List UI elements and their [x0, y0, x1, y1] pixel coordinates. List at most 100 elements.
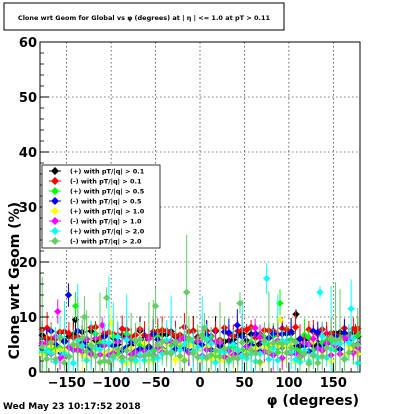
data-point: [287, 329, 295, 337]
data-point: [340, 334, 349, 343]
data-point: [64, 291, 73, 299]
data-point: [60, 359, 69, 367]
y-tick-label: 10: [19, 311, 37, 326]
data-point: [154, 341, 162, 349]
data-point: [158, 337, 166, 346]
data-point: [207, 351, 215, 359]
data-point: [256, 333, 264, 341]
data-point: [269, 339, 277, 347]
data-point: [234, 355, 242, 363]
data-point: [278, 340, 286, 348]
data-point: [38, 343, 46, 351]
data-point: [331, 336, 340, 344]
data-point: [123, 347, 131, 355]
data-point: [43, 355, 51, 363]
data-series: [38, 234, 362, 372]
data-point: [287, 344, 295, 352]
legend-marker: [51, 187, 59, 195]
data-point: [171, 338, 180, 346]
legend: (+) with pT/|q| > 0.1(-) with pT/|q| > 0…: [49, 167, 145, 247]
data-point: [247, 346, 255, 354]
data-point: [114, 345, 122, 353]
data-point: [340, 355, 349, 364]
data-point: [136, 335, 144, 343]
data-point: [167, 349, 175, 358]
data-point: [291, 323, 300, 331]
legend-entry: (+) with pT/|q| > 0.5: [70, 188, 145, 197]
data-point: [83, 347, 91, 355]
data-point: [114, 333, 122, 341]
y-tick-label: 40: [19, 146, 37, 161]
data-point: [65, 329, 73, 337]
legend-entry: (+) with pT/|q| > 1.0: [70, 208, 145, 217]
data-point: [118, 354, 126, 362]
x-tick-label: 100: [275, 376, 302, 391]
series-8: [38, 234, 362, 372]
data-point: [243, 326, 251, 334]
legend-marker: [51, 237, 59, 245]
data-point: [251, 324, 259, 332]
data-point: [229, 341, 237, 349]
data-point: [220, 345, 229, 353]
data-point: [198, 353, 206, 361]
data-point: [183, 288, 191, 296]
data-point: [314, 359, 322, 367]
data-point: [176, 352, 184, 360]
data-point: [180, 356, 189, 365]
data-point: [211, 358, 220, 366]
legend-entry: (-) with pT/|q| > 1.0: [70, 218, 142, 227]
data-point: [171, 355, 180, 364]
data-point: [263, 274, 271, 283]
data-point: [283, 349, 291, 357]
x-tick-label: 50: [235, 376, 253, 391]
chart-title: Clone wrt Geom for Global vs φ (degrees)…: [18, 14, 271, 23]
data-point: [80, 313, 89, 321]
data-point: [225, 329, 233, 337]
legend-box: [41, 164, 161, 249]
legend-marker: [51, 167, 59, 175]
data-point: [340, 329, 349, 337]
data-point: [345, 349, 353, 357]
data-point: [233, 321, 241, 329]
y-axis-label: Clone wrt Geom (%): [7, 202, 23, 359]
data-point: [203, 354, 211, 362]
data-point: [96, 358, 104, 366]
y-tick-label: 30: [19, 201, 37, 216]
data-point: [78, 334, 86, 342]
data-point: [305, 359, 313, 368]
x-tick-label: −100: [92, 376, 130, 391]
data-point: [354, 341, 362, 349]
data-point: [87, 342, 95, 350]
axis-ticks: −150 −100 −50 0 50 100 150 0 10 20 30 40 50 60: [19, 36, 361, 391]
y-tick-label: 60: [19, 36, 37, 51]
data-point: [47, 339, 55, 347]
legend-marker: [51, 217, 59, 225]
legend-entry: (-) with pT/|q| > 0.5: [70, 198, 142, 207]
data-point: [151, 302, 160, 310]
title-box: [3, 2, 285, 31]
data-point: [54, 307, 62, 316]
x-tick-label: 0: [195, 376, 204, 391]
data-point: [91, 352, 100, 360]
legend-entry: (-) with pT/|q| > 0.1: [70, 178, 142, 187]
data-point: [123, 336, 131, 344]
data-point: [189, 349, 197, 358]
data-point: [309, 352, 317, 360]
data-point: [194, 353, 202, 361]
data-point: [318, 352, 326, 360]
data-point: [296, 354, 304, 362]
data-point: [236, 299, 244, 307]
data-point: [309, 327, 317, 335]
legend-marker: [51, 197, 59, 205]
data-point: [309, 335, 317, 343]
data-point: [347, 305, 355, 313]
data-point: [316, 288, 324, 296]
data-point: [74, 341, 82, 349]
data-point: [56, 334, 64, 342]
data-point: [327, 334, 335, 342]
data-point: [51, 355, 60, 363]
data-point: [265, 348, 273, 356]
x-tick-label: −50: [141, 376, 170, 391]
data-point: [251, 349, 260, 357]
